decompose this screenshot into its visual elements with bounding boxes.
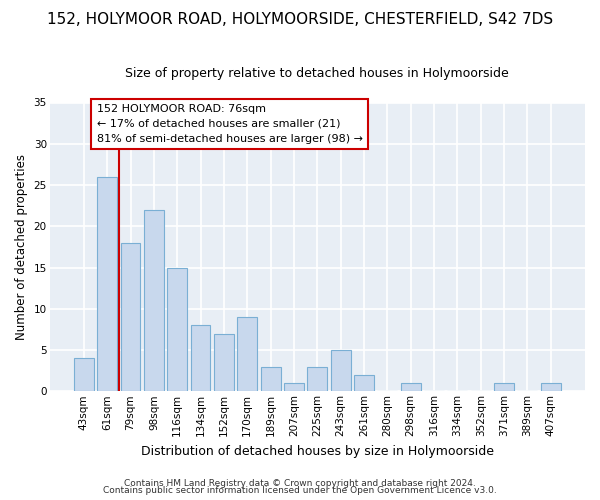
Bar bbox=[214, 334, 234, 392]
Bar bbox=[144, 210, 164, 392]
Bar bbox=[167, 268, 187, 392]
Bar bbox=[260, 366, 281, 392]
Text: 152, HOLYMOOR ROAD, HOLYMOORSIDE, CHESTERFIELD, S42 7DS: 152, HOLYMOOR ROAD, HOLYMOORSIDE, CHESTE… bbox=[47, 12, 553, 28]
Title: Size of property relative to detached houses in Holymoorside: Size of property relative to detached ho… bbox=[125, 68, 509, 80]
Text: 152 HOLYMOOR ROAD: 76sqm
← 17% of detached houses are smaller (21)
81% of semi-d: 152 HOLYMOOR ROAD: 76sqm ← 17% of detach… bbox=[97, 104, 362, 144]
Bar bbox=[238, 317, 257, 392]
Bar bbox=[354, 375, 374, 392]
Bar bbox=[494, 383, 514, 392]
Y-axis label: Number of detached properties: Number of detached properties bbox=[15, 154, 28, 340]
Bar bbox=[121, 243, 140, 392]
Bar bbox=[401, 383, 421, 392]
Bar bbox=[541, 383, 560, 392]
Text: Contains public sector information licensed under the Open Government Licence v3: Contains public sector information licen… bbox=[103, 486, 497, 495]
Bar bbox=[331, 350, 350, 392]
X-axis label: Distribution of detached houses by size in Holymoorside: Distribution of detached houses by size … bbox=[141, 444, 494, 458]
Bar bbox=[97, 177, 117, 392]
Bar bbox=[191, 326, 211, 392]
Bar bbox=[284, 383, 304, 392]
Text: Contains HM Land Registry data © Crown copyright and database right 2024.: Contains HM Land Registry data © Crown c… bbox=[124, 478, 476, 488]
Bar bbox=[307, 366, 327, 392]
Bar bbox=[74, 358, 94, 392]
